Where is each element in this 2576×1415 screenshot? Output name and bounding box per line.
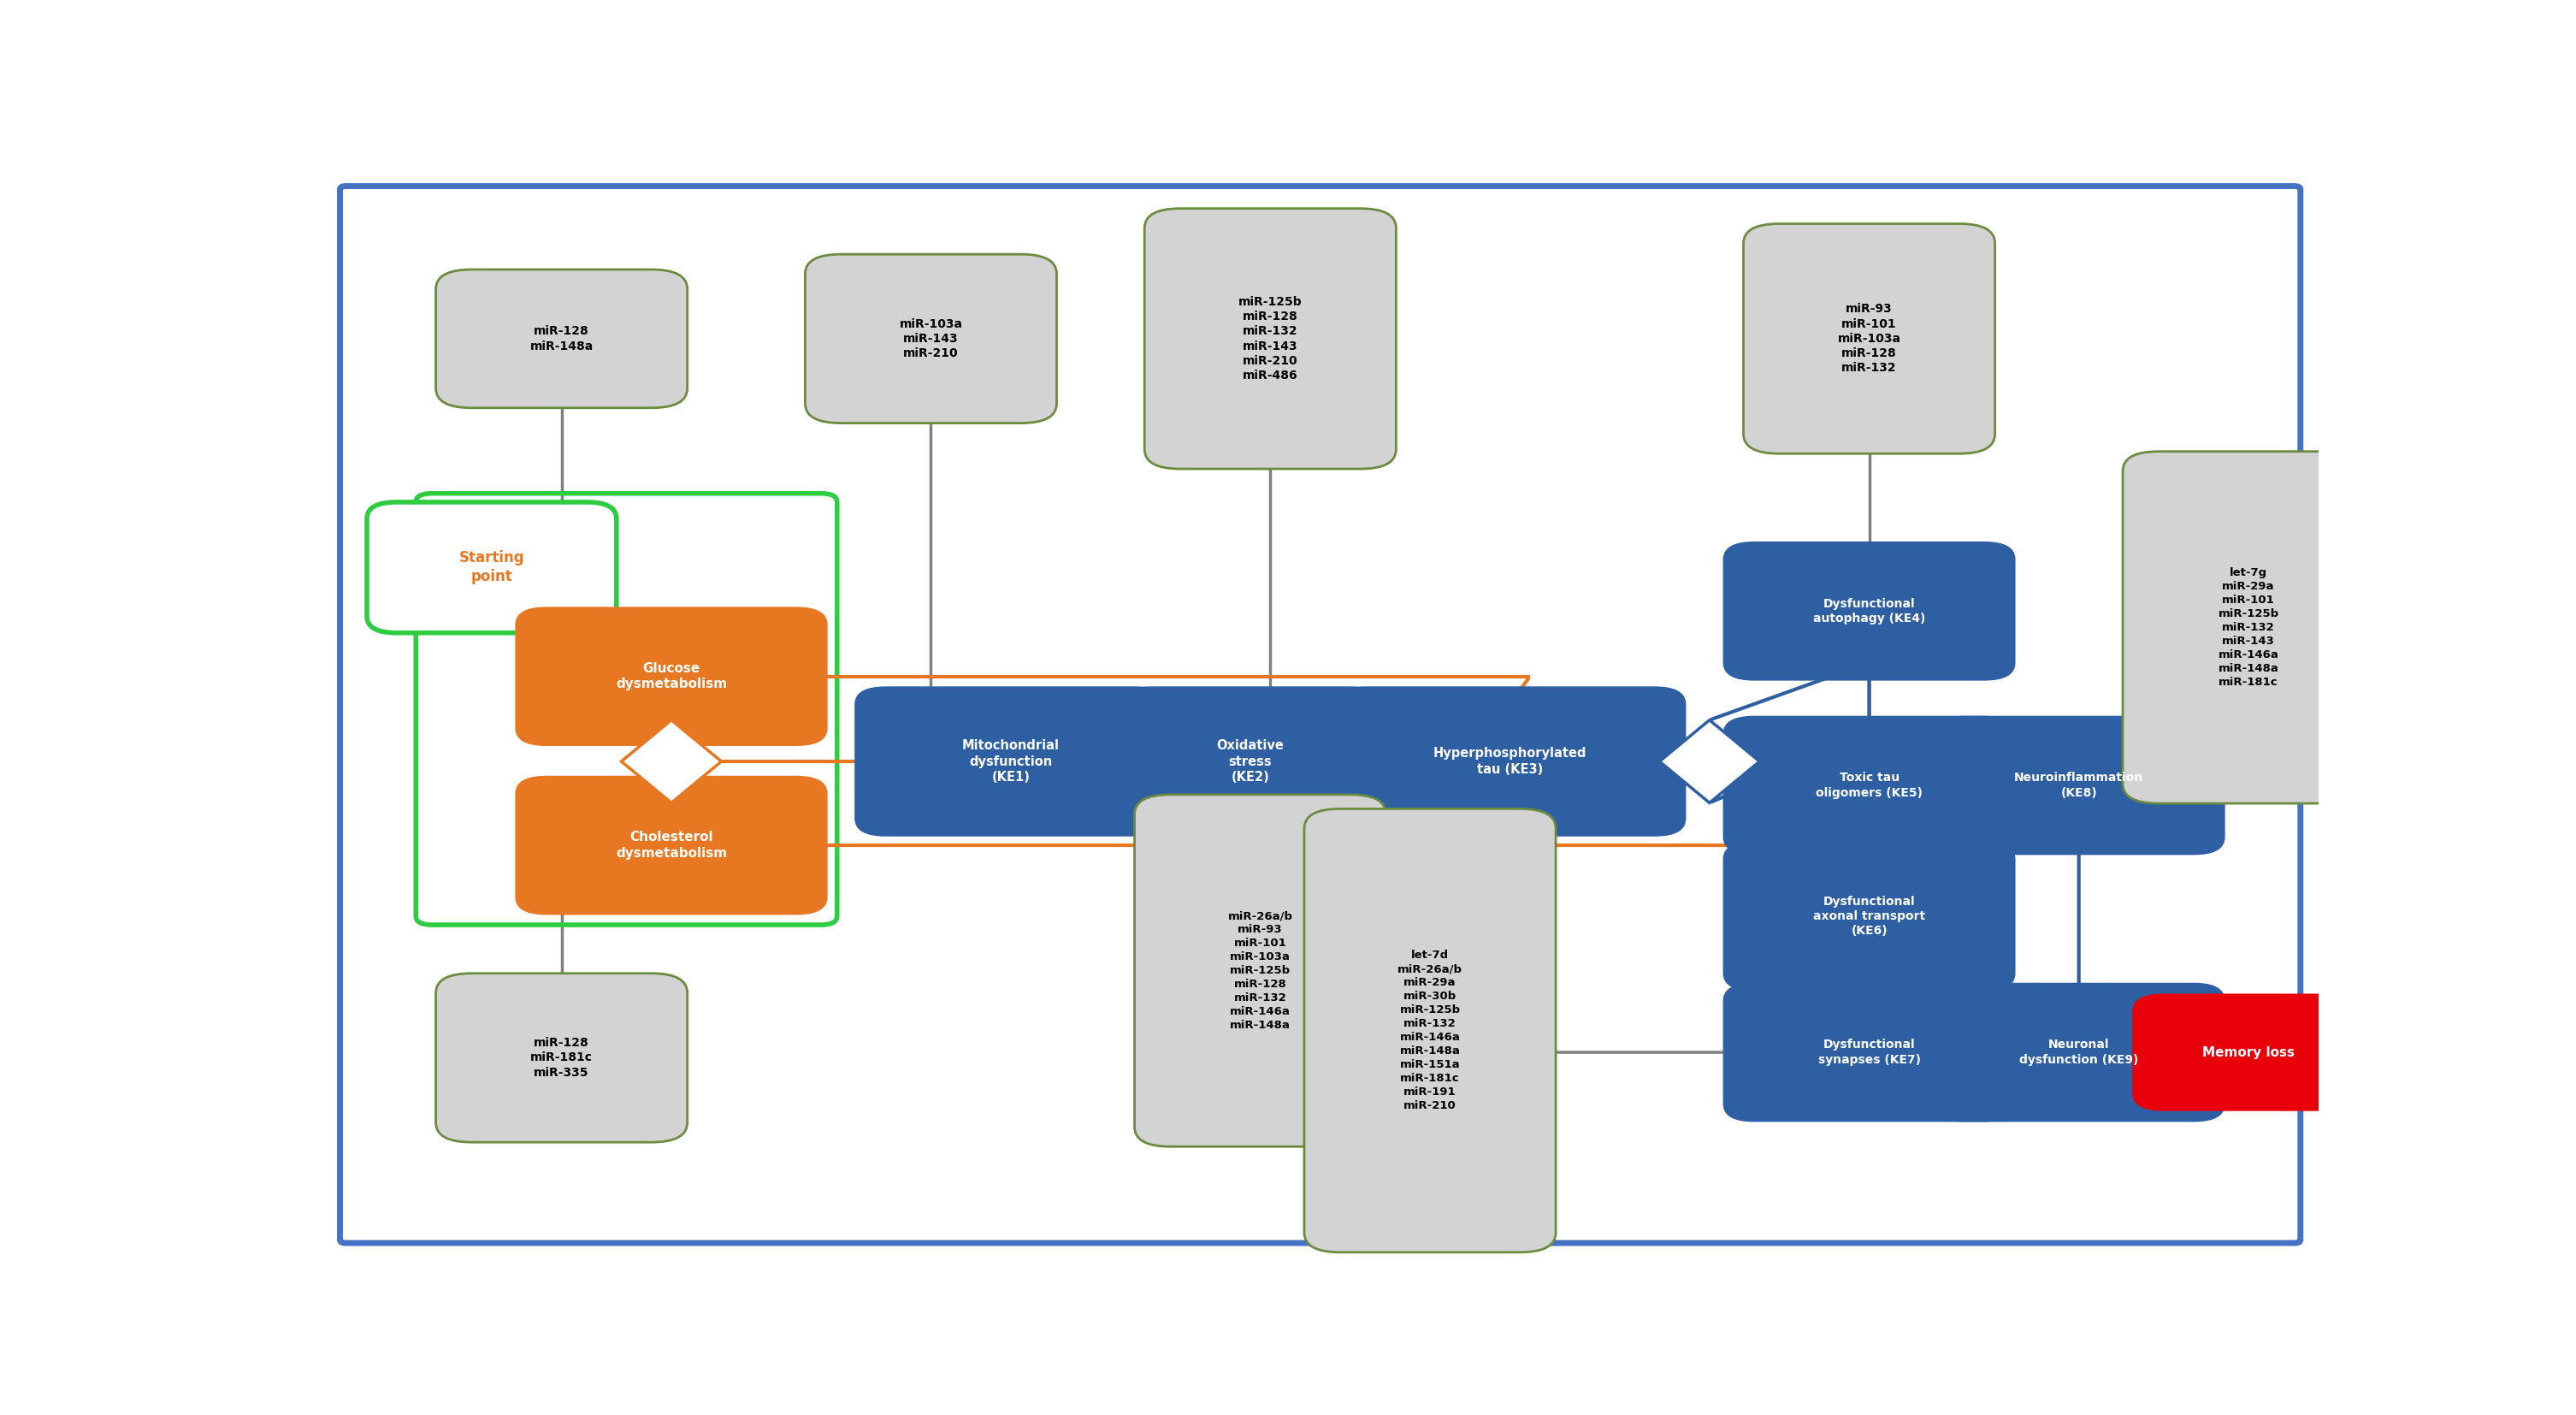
Text: Glucose
dysmetabolism: Glucose dysmetabolism	[616, 662, 726, 691]
Text: Memory loss: Memory loss	[2202, 1046, 2295, 1058]
Text: Dysfunctional
autophagy (KE4): Dysfunctional autophagy (KE4)	[1814, 597, 1924, 624]
FancyBboxPatch shape	[1723, 842, 2014, 989]
Text: Neuronal
dysfunction (KE9): Neuronal dysfunction (KE9)	[2020, 1039, 2138, 1065]
Text: Cholesterol
dysmetabolism: Cholesterol dysmetabolism	[616, 831, 726, 860]
Text: miR-26a/b
miR-93
miR-101
miR-103a
miR-125b
miR-128
miR-132
miR-146a
miR-148a: miR-26a/b miR-93 miR-101 miR-103a miR-12…	[1229, 910, 1293, 1032]
Text: miR-128
miR-148a: miR-128 miR-148a	[531, 325, 592, 352]
Text: Dysfunctional
axonal transport
(KE6): Dysfunctional axonal transport (KE6)	[1814, 896, 1924, 937]
Text: Mitochondrial
dysfunction
(KE1): Mitochondrial dysfunction (KE1)	[961, 739, 1059, 784]
FancyBboxPatch shape	[806, 255, 1056, 423]
FancyBboxPatch shape	[1121, 688, 1381, 835]
FancyBboxPatch shape	[1723, 985, 2014, 1121]
FancyBboxPatch shape	[366, 502, 616, 633]
Text: Hyperphosphorylated
tau (KE3): Hyperphosphorylated tau (KE3)	[1432, 747, 1587, 775]
FancyBboxPatch shape	[855, 688, 1164, 835]
FancyBboxPatch shape	[435, 974, 688, 1142]
Text: Oxidative
stress
(KE2): Oxidative stress (KE2)	[1216, 739, 1283, 784]
FancyBboxPatch shape	[1144, 208, 1396, 468]
Text: miR-125b
miR-128
miR-132
miR-143
miR-210
miR-486: miR-125b miR-128 miR-132 miR-143 miR-210…	[1239, 296, 1303, 382]
FancyBboxPatch shape	[518, 608, 827, 744]
Text: let-7g
miR-29a
miR-101
miR-125b
miR-132
miR-143
miR-146a
miR-148a
miR-181c: let-7g miR-29a miR-101 miR-125b miR-132 …	[2218, 567, 2280, 688]
FancyBboxPatch shape	[518, 777, 827, 914]
Text: Starting
point: Starting point	[459, 550, 526, 584]
FancyBboxPatch shape	[340, 187, 2300, 1242]
FancyBboxPatch shape	[1744, 224, 1994, 454]
FancyBboxPatch shape	[1303, 809, 1556, 1252]
Text: miR-103a
miR-143
miR-210: miR-103a miR-143 miR-210	[899, 318, 963, 359]
Text: Toxic tau
oligomers (KE5): Toxic tau oligomers (KE5)	[1816, 773, 1922, 799]
FancyBboxPatch shape	[1935, 985, 2223, 1121]
Text: Dysfunctional
synapses (KE7): Dysfunctional synapses (KE7)	[1819, 1039, 1922, 1065]
FancyBboxPatch shape	[1133, 795, 1386, 1146]
FancyBboxPatch shape	[2133, 995, 2362, 1109]
FancyBboxPatch shape	[1723, 543, 2014, 679]
Polygon shape	[1659, 720, 1759, 802]
FancyBboxPatch shape	[1723, 717, 2014, 853]
Text: let-7d
miR-26a/b
miR-29a
miR-30b
miR-125b
miR-132
miR-146a
miR-148a
miR-151a
miR: let-7d miR-26a/b miR-29a miR-30b miR-125…	[1399, 949, 1463, 1111]
FancyBboxPatch shape	[1334, 688, 1685, 835]
Text: miR-128
miR-181c
miR-335: miR-128 miR-181c miR-335	[531, 1037, 592, 1078]
Text: Neuroinflammation
(KE8): Neuroinflammation (KE8)	[2014, 773, 2143, 799]
Text: miR-93
miR-101
miR-103a
miR-128
miR-132: miR-93 miR-101 miR-103a miR-128 miR-132	[1837, 303, 1901, 375]
Polygon shape	[621, 720, 721, 802]
FancyBboxPatch shape	[2123, 451, 2375, 804]
FancyBboxPatch shape	[1935, 717, 2223, 853]
FancyBboxPatch shape	[435, 269, 688, 408]
